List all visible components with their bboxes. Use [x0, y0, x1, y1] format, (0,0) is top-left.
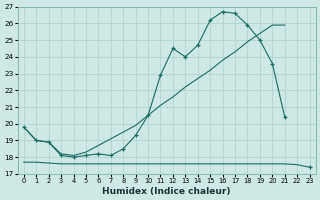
- X-axis label: Humidex (Indice chaleur): Humidex (Indice chaleur): [102, 187, 231, 196]
